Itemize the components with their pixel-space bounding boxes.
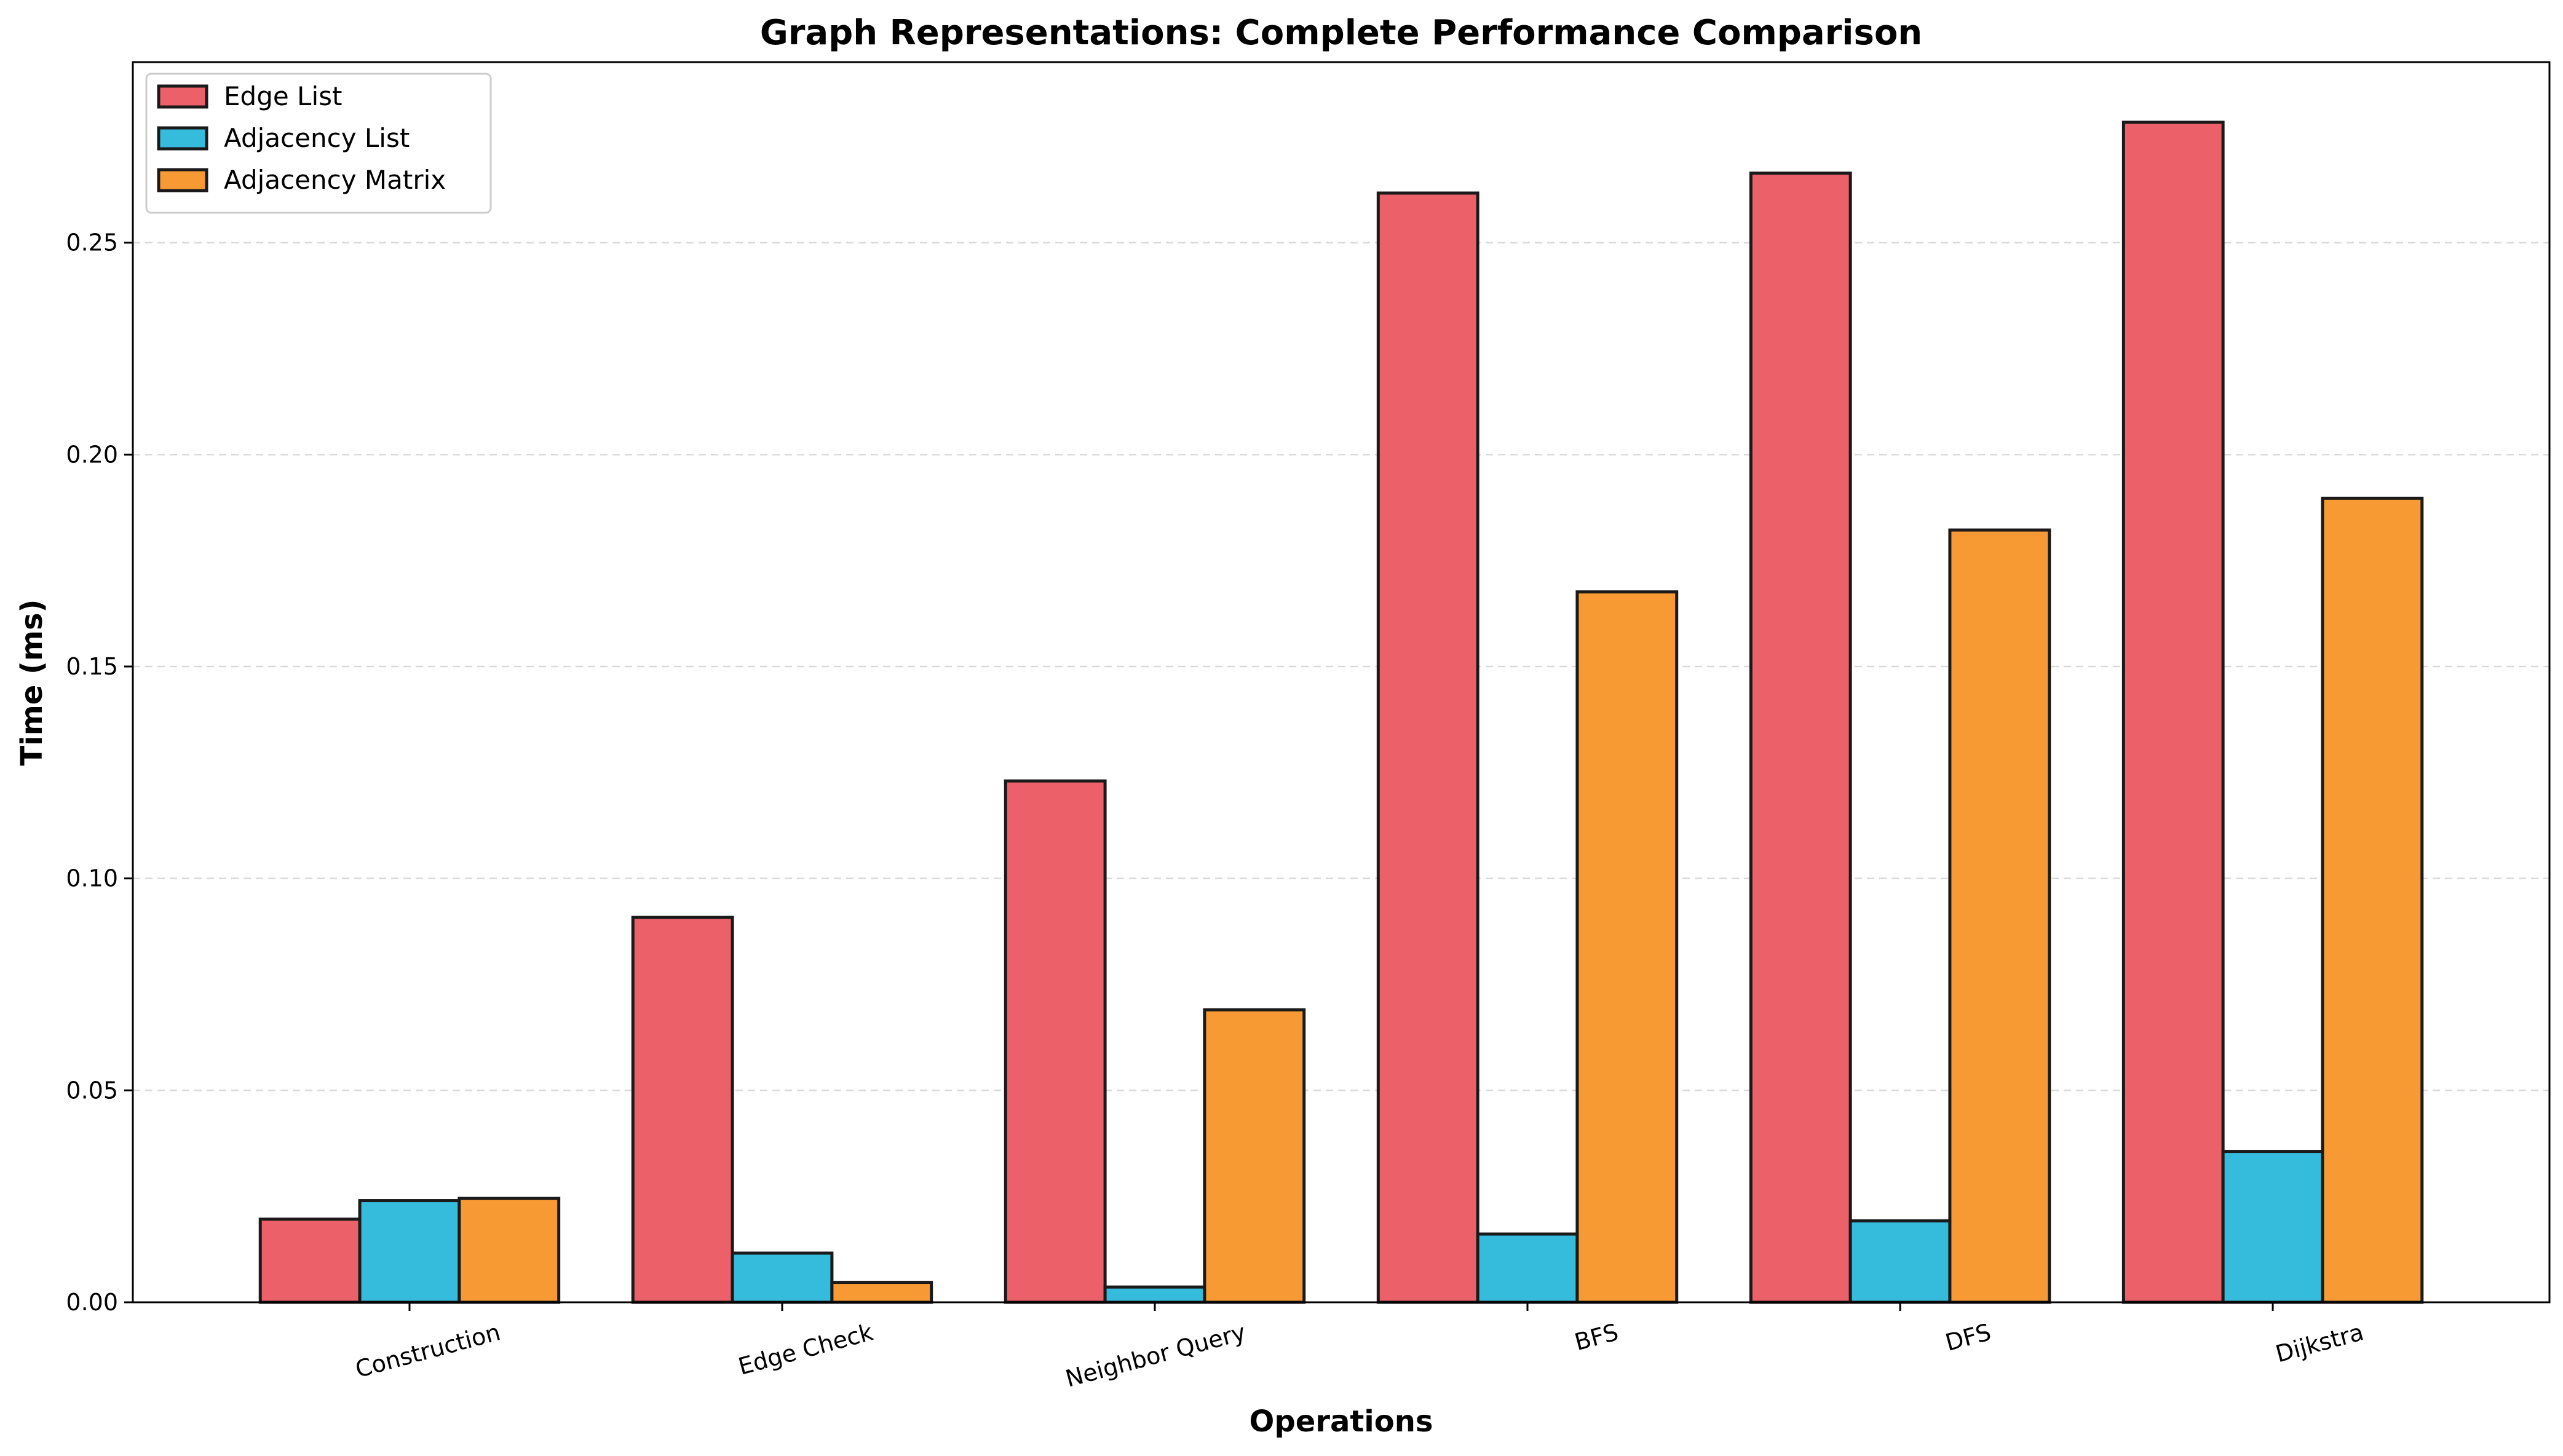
legend-swatch [157, 84, 208, 109]
bar-adjacency-matrix [830, 1281, 933, 1304]
x-tick-label: BFS [1572, 1318, 1621, 1356]
y-tick-label: 0.15 [66, 653, 118, 680]
bars [258, 121, 2424, 1304]
bar-adjacency-list [1848, 1219, 1952, 1304]
x-axis: Construction Edge Check Neighbor Query BFS D… [352, 1302, 2366, 1393]
legend-label: Adjacency List [224, 123, 410, 153]
legend-label: Adjacency Matrix [224, 165, 446, 195]
bar-edge-list [1004, 779, 1107, 1304]
x-tick-label: Edge Check [735, 1318, 876, 1380]
bar-edge-list [2121, 121, 2225, 1304]
bar-adjacency-matrix [2321, 496, 2424, 1304]
y-tick-label: 0.00 [66, 1289, 118, 1316]
legend: Edge List Adjacency List Adjacency Matrix [145, 73, 492, 214]
chart-title: Graph Representations: Complete Performa… [760, 13, 1922, 53]
bar-adjacency-matrix [1948, 528, 2051, 1304]
bar-edge-list [1749, 172, 1852, 1304]
x-tick-label: Dijkstra [2273, 1318, 2366, 1367]
bar-adjacency-list [2221, 1150, 2324, 1304]
legend-box [145, 73, 492, 214]
legend-swatch [157, 126, 208, 151]
bar-adjacency-list [358, 1199, 461, 1304]
y-tick-label: 0.20 [66, 441, 118, 468]
y-axis: 0.00 0.05 0.10 0.15 0.20 0.25 [66, 229, 133, 1316]
bar-edge-list [631, 916, 734, 1304]
x-tick-label: Neighbor Query [1063, 1318, 1248, 1392]
x-tick-label: Construction [352, 1318, 503, 1383]
bar-adjacency-matrix [458, 1197, 561, 1304]
plot-frame [132, 61, 2551, 1304]
y-tick-label: 0.25 [66, 229, 118, 256]
y-axis-title: Time (ms) [15, 599, 49, 766]
bar-adjacency-list [1103, 1285, 1206, 1304]
x-axis-title: Operations [1250, 1404, 1433, 1439]
y-tick-label: 0.05 [66, 1077, 118, 1104]
bar-adjacency-list [1476, 1232, 1579, 1304]
legend-label: Edge List [224, 81, 342, 111]
bar-adjacency-list [731, 1251, 834, 1304]
bar-edge-list [258, 1217, 362, 1304]
bar-adjacency-matrix [1203, 1008, 1306, 1304]
legend-swatch [157, 168, 208, 192]
bar-adjacency-matrix [1575, 590, 1679, 1304]
y-tick-label: 0.10 [66, 865, 118, 892]
x-tick-label: DFS [1943, 1318, 1994, 1356]
bar-edge-list [1376, 191, 1480, 1304]
